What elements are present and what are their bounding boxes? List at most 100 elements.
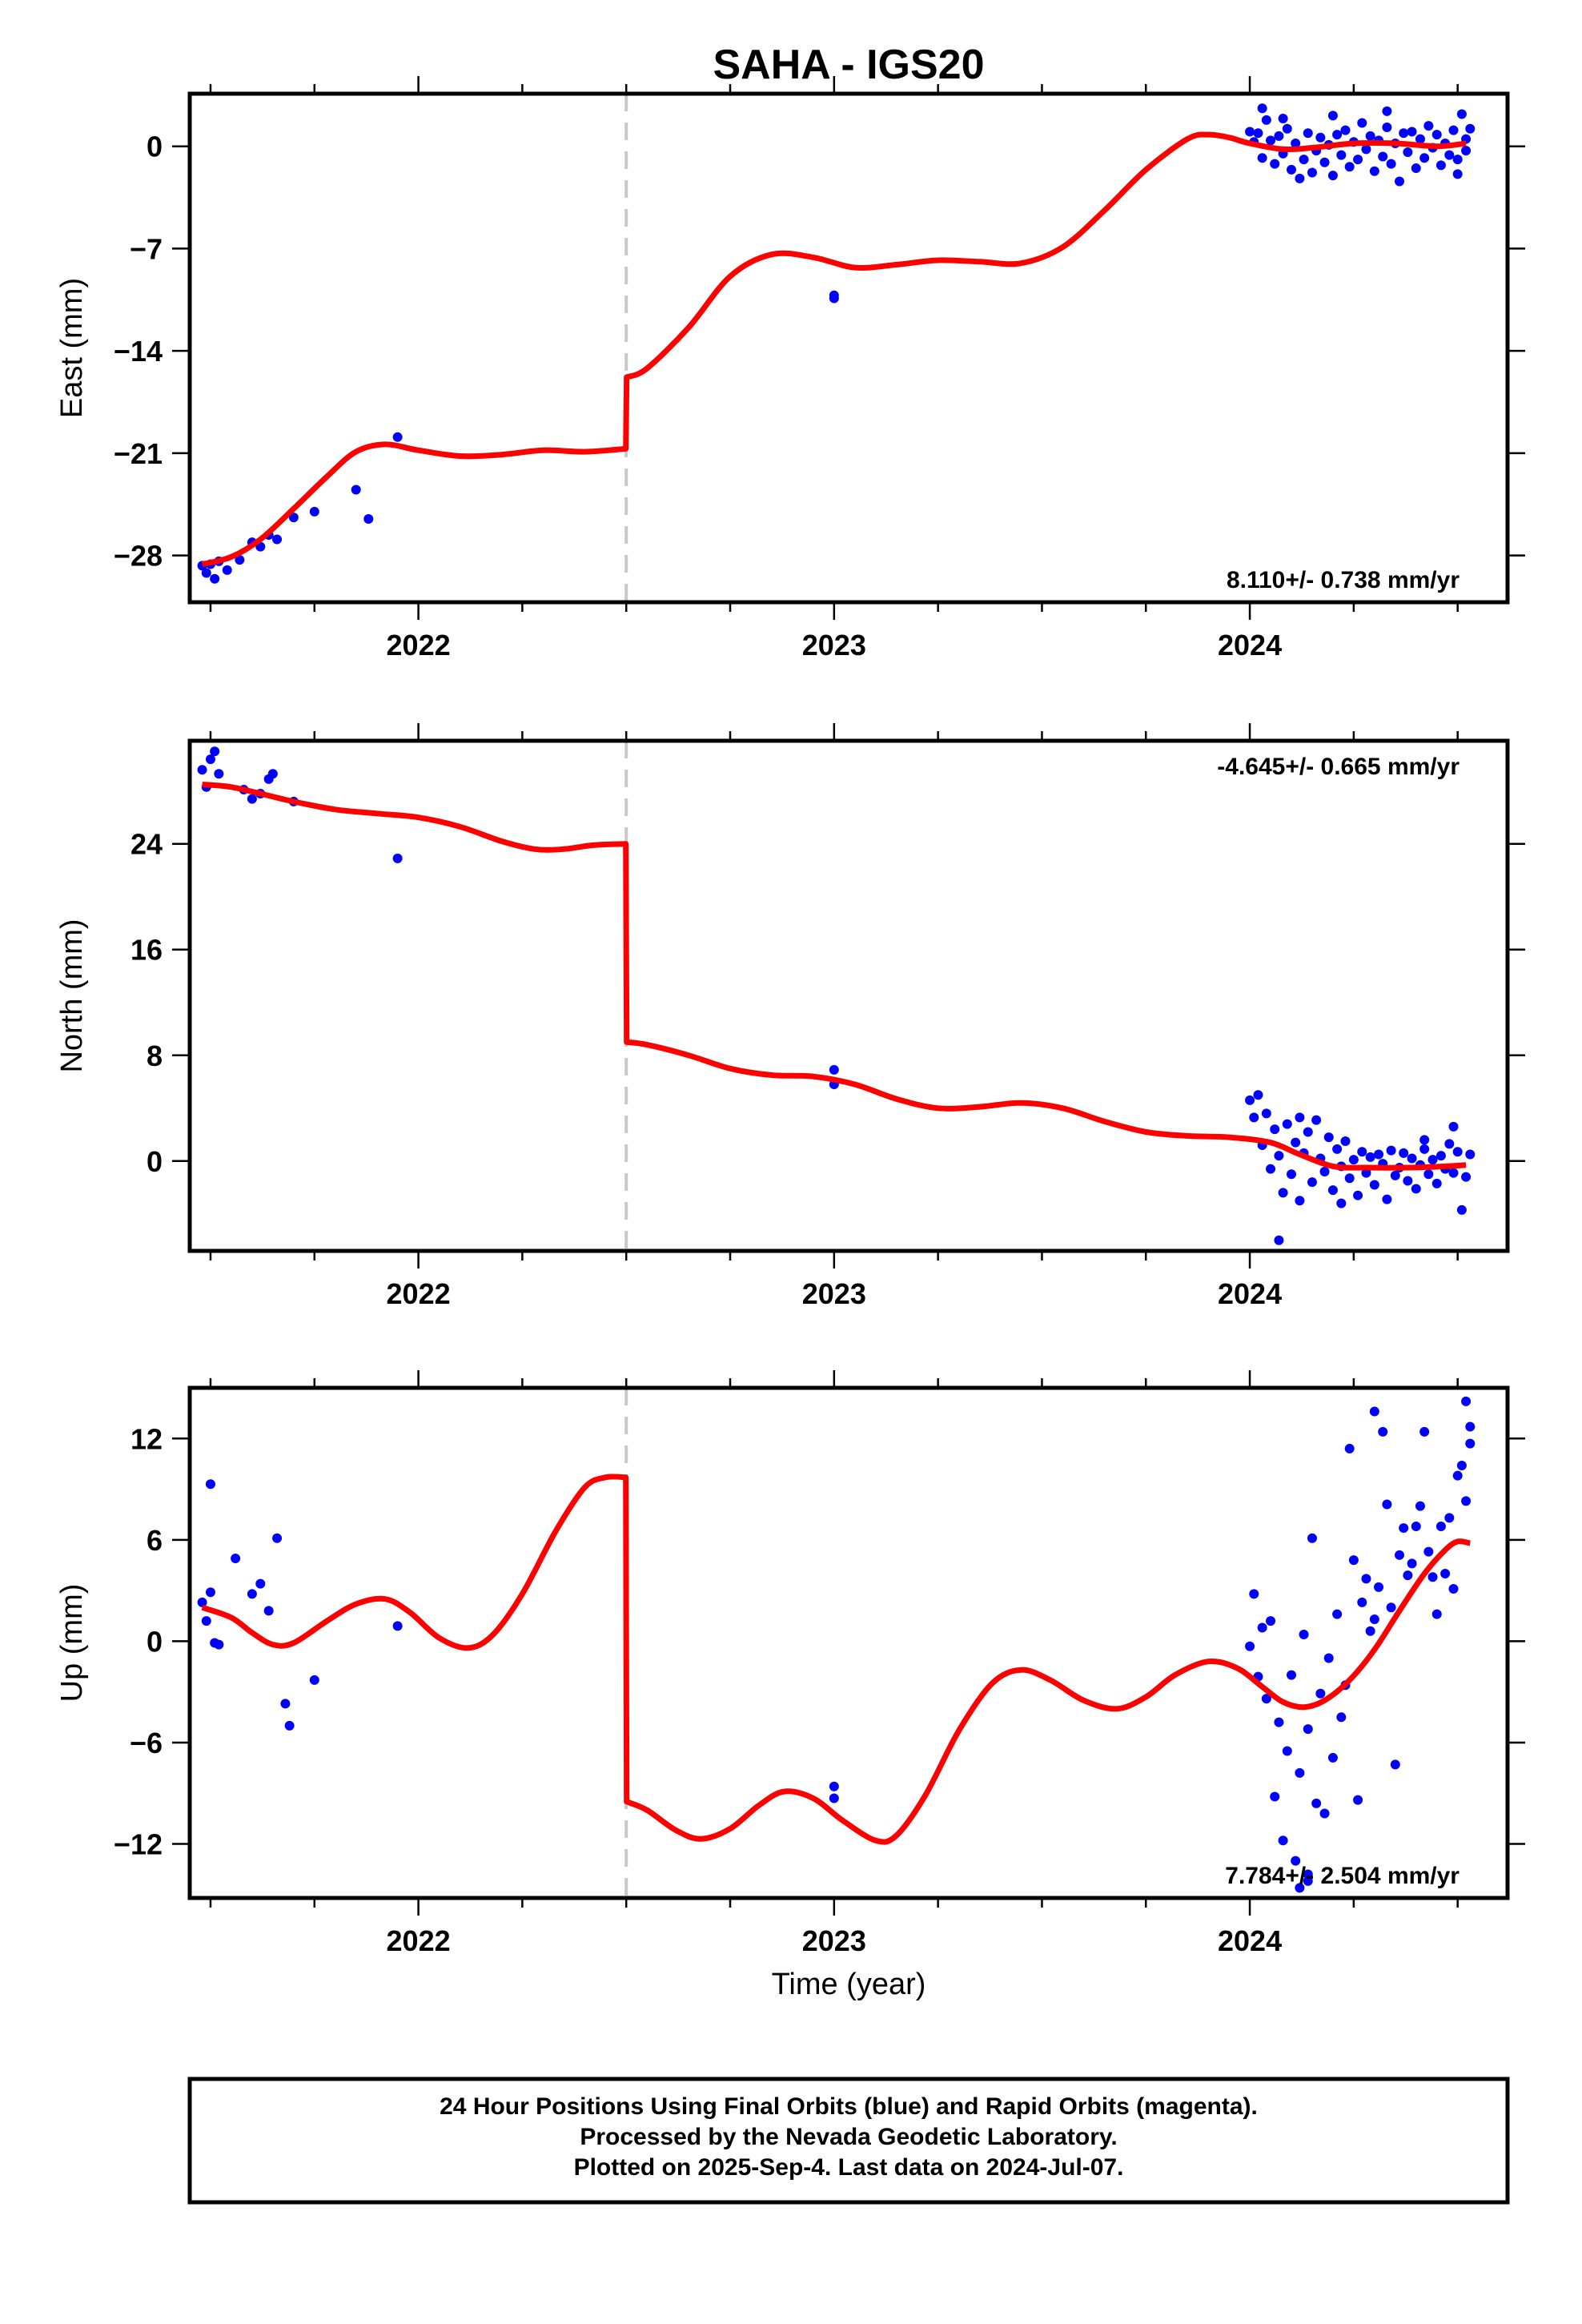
data-point	[1261, 1108, 1271, 1119]
y-tick-label: 0	[147, 1145, 163, 1178]
y-tick-label: −21	[114, 437, 163, 470]
data-point	[1448, 1121, 1459, 1132]
data-point	[205, 1479, 215, 1490]
data-point	[1415, 134, 1425, 144]
data-point	[205, 1587, 215, 1598]
data-point	[829, 293, 839, 304]
data-point	[1423, 121, 1434, 131]
data-point	[1299, 155, 1309, 165]
legend-line-2: Processed by the Nevada Geodetic Laborat…	[580, 2124, 1117, 2150]
data-point	[272, 534, 283, 545]
data-point	[1245, 1641, 1255, 1651]
data-point	[1365, 131, 1375, 141]
x-tick-label: 2023	[802, 1277, 866, 1310]
data-point	[1427, 1155, 1438, 1165]
data-point	[1415, 1501, 1425, 1511]
y-tick-label: 8	[147, 1039, 163, 1072]
data-point	[1315, 132, 1326, 143]
data-point	[1435, 1521, 1446, 1531]
data-point	[1323, 1132, 1334, 1143]
data-point	[1323, 1653, 1334, 1663]
y-axis-label: North (mm)	[55, 919, 89, 1072]
legend-frame	[187, 2077, 1510, 2205]
data-point	[1257, 153, 1267, 163]
data-point	[263, 1606, 274, 1616]
data-point	[1427, 1572, 1438, 1582]
data-point	[1390, 1170, 1400, 1180]
data-point	[1444, 1513, 1455, 1523]
y-tick-label: 0	[147, 1625, 163, 1658]
data-point	[1399, 1148, 1409, 1158]
x-axis-label: Time (year)	[772, 1968, 926, 2001]
data-point	[392, 432, 403, 442]
data-point	[1286, 1670, 1296, 1680]
data-point	[1274, 131, 1284, 141]
data-point	[1348, 1555, 1359, 1566]
data-point	[1407, 1558, 1417, 1569]
data-point	[1295, 1767, 1305, 1778]
data-point	[1361, 1574, 1371, 1584]
data-point	[1278, 1188, 1288, 1198]
data-point	[235, 555, 245, 565]
data-point	[1353, 1795, 1363, 1805]
rate-label: 7.784+/- 2.504 mm/yr	[1225, 1863, 1460, 1889]
data-point	[1278, 1835, 1288, 1846]
data-point	[1431, 1609, 1442, 1619]
x-tick-label: 2024	[1218, 1277, 1282, 1310]
data-point	[363, 513, 374, 524]
data-point	[1332, 130, 1343, 140]
data-point	[829, 1064, 839, 1075]
data-point	[1344, 162, 1355, 172]
data-point	[1357, 1597, 1367, 1607]
data-point	[247, 1589, 257, 1599]
data-point	[1353, 155, 1363, 165]
data-point	[1461, 146, 1472, 156]
data-point	[1266, 1164, 1276, 1174]
data-point	[1336, 150, 1347, 160]
data-point	[201, 1616, 211, 1626]
data-point	[351, 485, 361, 495]
data-point	[1448, 1584, 1459, 1594]
data-point	[1274, 1717, 1284, 1727]
data-point	[1386, 1145, 1396, 1156]
data-point	[1465, 1438, 1476, 1449]
x-tick-label: 2022	[387, 629, 451, 661]
data-point	[1390, 1759, 1400, 1770]
data-point	[1315, 1688, 1326, 1699]
data-point	[1403, 1176, 1413, 1186]
data-point	[1423, 1546, 1434, 1557]
plot-area-up	[197, 1396, 1476, 1893]
data-point	[1374, 1149, 1384, 1160]
data-point	[1319, 1808, 1330, 1819]
data-point	[1431, 130, 1442, 140]
data-point	[1307, 167, 1317, 178]
x-tick-label: 2024	[1218, 1924, 1282, 1957]
data-point	[267, 769, 278, 779]
data-point	[1369, 1614, 1379, 1624]
data-point	[1253, 128, 1263, 139]
data-point	[1295, 1112, 1305, 1123]
data-point	[1461, 1172, 1472, 1182]
y-axis-label: Up (mm)	[55, 1584, 89, 1703]
chart-title: SAHA - IGS20	[713, 42, 984, 88]
data-point	[1456, 109, 1467, 119]
data-point	[1327, 1752, 1338, 1763]
data-point	[1407, 1153, 1417, 1164]
data-point	[1261, 1694, 1271, 1704]
data-point	[1465, 123, 1476, 134]
data-point	[1336, 1712, 1347, 1723]
data-point	[1295, 1196, 1305, 1206]
model-curve	[201, 1474, 1472, 1845]
data-point	[1361, 1168, 1371, 1178]
data-point	[1378, 1426, 1388, 1437]
data-point	[1257, 1622, 1267, 1633]
data-point	[1353, 1190, 1363, 1200]
data-point	[1465, 1421, 1476, 1432]
data-point	[280, 1699, 291, 1709]
panel-north: 2022 2023 2024 24 16 8 0 -4.645+/- 0.665 mm/yr N…	[55, 723, 1525, 1310]
data-point	[1319, 1166, 1330, 1176]
data-point	[1291, 139, 1301, 149]
data-point	[1444, 150, 1455, 160]
data-point	[1307, 1177, 1317, 1188]
